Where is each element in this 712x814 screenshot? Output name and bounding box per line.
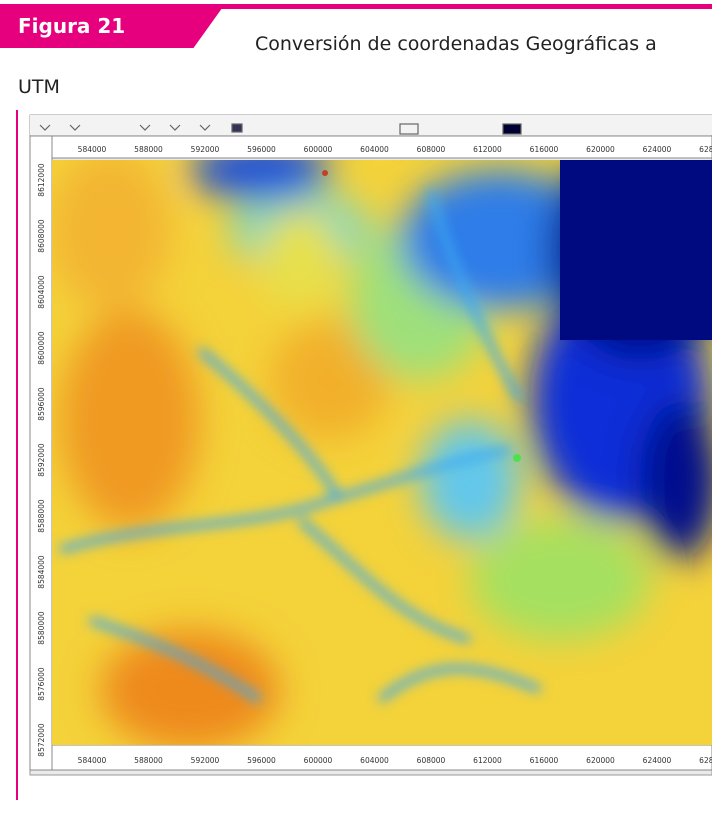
- x-coordinate-label: 592000: [191, 145, 220, 154]
- x-coordinate-label: 600000: [304, 756, 333, 765]
- x-coordinate-label: 628000: [699, 145, 712, 154]
- x-coordinate-label: 604000: [360, 145, 389, 154]
- x-coordinate-label: 608000: [417, 145, 446, 154]
- x-coordinate-label: 628000: [699, 756, 712, 765]
- y-coordinate-label: 8588000: [37, 499, 46, 533]
- x-coordinate-label: 608000: [417, 756, 446, 765]
- x-coordinate-label: 624000: [643, 756, 672, 765]
- x-coordinate-label: 596000: [247, 145, 276, 154]
- y-coordinate-label: 8600000: [37, 331, 46, 365]
- figure-title: UTM: [18, 76, 60, 98]
- x-coordinate-label: 596000: [247, 756, 276, 765]
- x-coordinate-label: 620000: [586, 145, 615, 154]
- y-coordinate-label: 8576000: [37, 667, 46, 701]
- page: Figura 21 Conversión de coordenadas Geog…: [0, 0, 712, 814]
- y-coordinate-label: 8580000: [37, 611, 46, 645]
- x-coordinate-label: 616000: [530, 756, 559, 765]
- x-coordinate-label: 592000: [191, 756, 220, 765]
- y-coordinate-label: 8584000: [37, 555, 46, 589]
- figure-label: Figura 21: [18, 14, 125, 38]
- y-coordinate-label: 8608000: [37, 219, 46, 253]
- x-coordinate-label: 612000: [473, 145, 502, 154]
- x-coordinate-label: 612000: [473, 756, 502, 765]
- x-coordinate-label: 584000: [78, 756, 107, 765]
- x-coordinate-label: 616000: [530, 145, 559, 154]
- y-coordinate-label: 8592000: [37, 443, 46, 477]
- x-coordinate-label: 600000: [304, 145, 333, 154]
- x-coordinate-label: 588000: [134, 756, 163, 765]
- screenshot: 584000 584000 588000 588000 592000 592000 5960…: [0, 100, 712, 814]
- x-coordinate-label: 624000: [643, 145, 672, 154]
- x-coordinate-label: 588000: [134, 145, 163, 154]
- y-coordinate-label: 8572000: [37, 723, 46, 757]
- figure-title: Conversión de coordenadas Geográficas a: [255, 33, 657, 55]
- elevation-map: [50, 140, 712, 750]
- y-coordinate-label: 8604000: [37, 275, 46, 309]
- y-coordinate-label: 8596000: [37, 387, 46, 421]
- x-coordinate-label: 584000: [78, 145, 107, 154]
- x-coordinate-label: 620000: [586, 756, 615, 765]
- x-coordinate-label: 604000: [360, 756, 389, 765]
- y-coordinate-label: 8612000: [37, 163, 46, 197]
